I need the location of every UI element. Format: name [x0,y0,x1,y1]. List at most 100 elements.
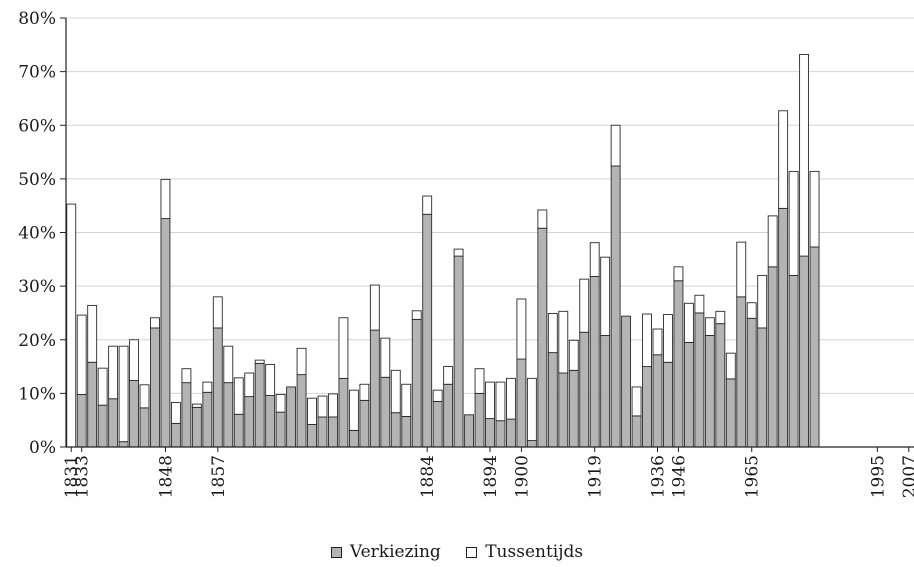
x-tick-label: 1936 [649,455,669,498]
y-tick-labels: 0% 10% 20% 30% 40% 50% 60% 70% 80% [18,9,56,458]
bar-tussentijds [799,54,810,257]
bar-verkiezing [526,440,537,448]
bar-verkiezing [474,392,485,448]
legend-label-tussentijds: Tussentijds [485,542,584,562]
bar-tussentijds [87,304,98,363]
bar-tussentijds [422,195,433,215]
bar-verkiezing [191,406,202,448]
bar-tussentijds [631,386,642,417]
bar-verkiezing [506,418,516,448]
bar-verkiezing [317,416,328,448]
x-tick-label: 1894 [481,455,501,498]
bar-tussentijds [233,377,244,415]
x-tick-label: 1884 [418,455,438,498]
bar-tussentijds [432,389,443,402]
bar-tussentijds [118,345,129,443]
bar-verkiezing [464,414,474,448]
bar-verkiezing [129,380,139,448]
bar-tussentijds [212,296,223,329]
legend: Verkiezing Tussentijds [0,542,914,563]
bar-tussentijds [296,347,307,376]
bar-verkiezing [516,358,527,448]
bar-tussentijds [715,310,726,325]
bar-verkiezing [359,399,370,448]
bar-tussentijds [506,377,516,420]
bar-verkiezing [286,386,297,448]
x-tick-label: 1919 [586,455,606,498]
bar-tussentijds [390,369,401,414]
bar-tussentijds [547,313,558,354]
bar-verkiezing [453,255,464,448]
x-tick-label: 1831 [62,455,82,498]
bar-verkiezing [150,327,160,448]
y-tick-label: 30% [18,277,56,297]
bar-tussentijds [275,394,286,413]
bar-tussentijds [181,368,192,384]
bar-tussentijds [600,256,611,336]
bar-verkiezing [642,366,652,448]
bar-tussentijds [160,178,171,220]
bar-tussentijds [223,345,234,384]
bar-verkiezing [443,383,454,448]
x-tick-label: 1848 [156,455,176,498]
bar-verkiezing [778,207,789,448]
bar-verkiezing [621,315,632,448]
bar-tussentijds [411,310,422,320]
bar-verkiezing [704,335,715,448]
legend-item-tussentijds: Tussentijds [466,542,583,562]
bar-verkiezing [610,165,621,448]
y-tick-label: 0% [29,438,56,458]
bar-tussentijds [778,110,789,209]
bar-tussentijds [516,298,527,360]
bar-verkiezing [715,323,726,448]
bar-tussentijds [652,328,663,356]
bar-tussentijds [66,203,77,448]
bar-verkiezing [694,312,705,448]
bar-verkiezing [663,361,673,448]
bar-verkiezing [328,416,338,448]
bar-verkiezing [422,213,433,448]
bar-tussentijds [788,170,799,276]
bars [66,54,820,448]
bar-verkiezing [537,227,548,448]
bar-verkiezing [390,412,401,448]
bar-tussentijds [757,274,768,329]
bar-verkiezing [683,341,694,448]
bar-verkiezing [338,377,349,448]
bar-verkiezing [369,329,380,448]
x-tick-label: 1833 [73,455,93,498]
bar-verkiezing [87,361,98,448]
bar-verkiezing [97,404,108,448]
bar-tussentijds [683,302,694,343]
bar-verkiezing [170,422,181,448]
x-tick-label: 1995 [868,455,888,498]
legend-swatch-tussentijds [466,546,478,558]
bar-tussentijds [359,383,370,401]
x-tick-label: 2007 [900,455,914,498]
bar-tussentijds [328,393,338,418]
y-tick-label: 60% [18,116,56,136]
bar-verkiezing [568,369,579,448]
bar-verkiezing [139,407,150,448]
bar-tussentijds [401,383,412,417]
bar-verkiezing [746,317,757,448]
bar-tussentijds [725,352,736,380]
bar-verkiezing [401,415,412,448]
bar-tussentijds [380,337,391,378]
bar-tussentijds [317,395,328,418]
bar-tussentijds [139,384,150,409]
bar-tussentijds [244,372,255,398]
bar-tussentijds [338,317,349,379]
bar-tussentijds [537,209,548,229]
bar-verkiezing [244,396,255,448]
bar-tussentijds [694,294,705,314]
bar-tussentijds [150,317,160,329]
bar-tussentijds [642,313,652,368]
y-tick-label: 50% [18,170,56,190]
bar-verkiezing [788,274,799,448]
bar-tussentijds [704,317,715,336]
y-tick-label: 70% [18,63,56,83]
bar-verkiezing [411,318,422,448]
